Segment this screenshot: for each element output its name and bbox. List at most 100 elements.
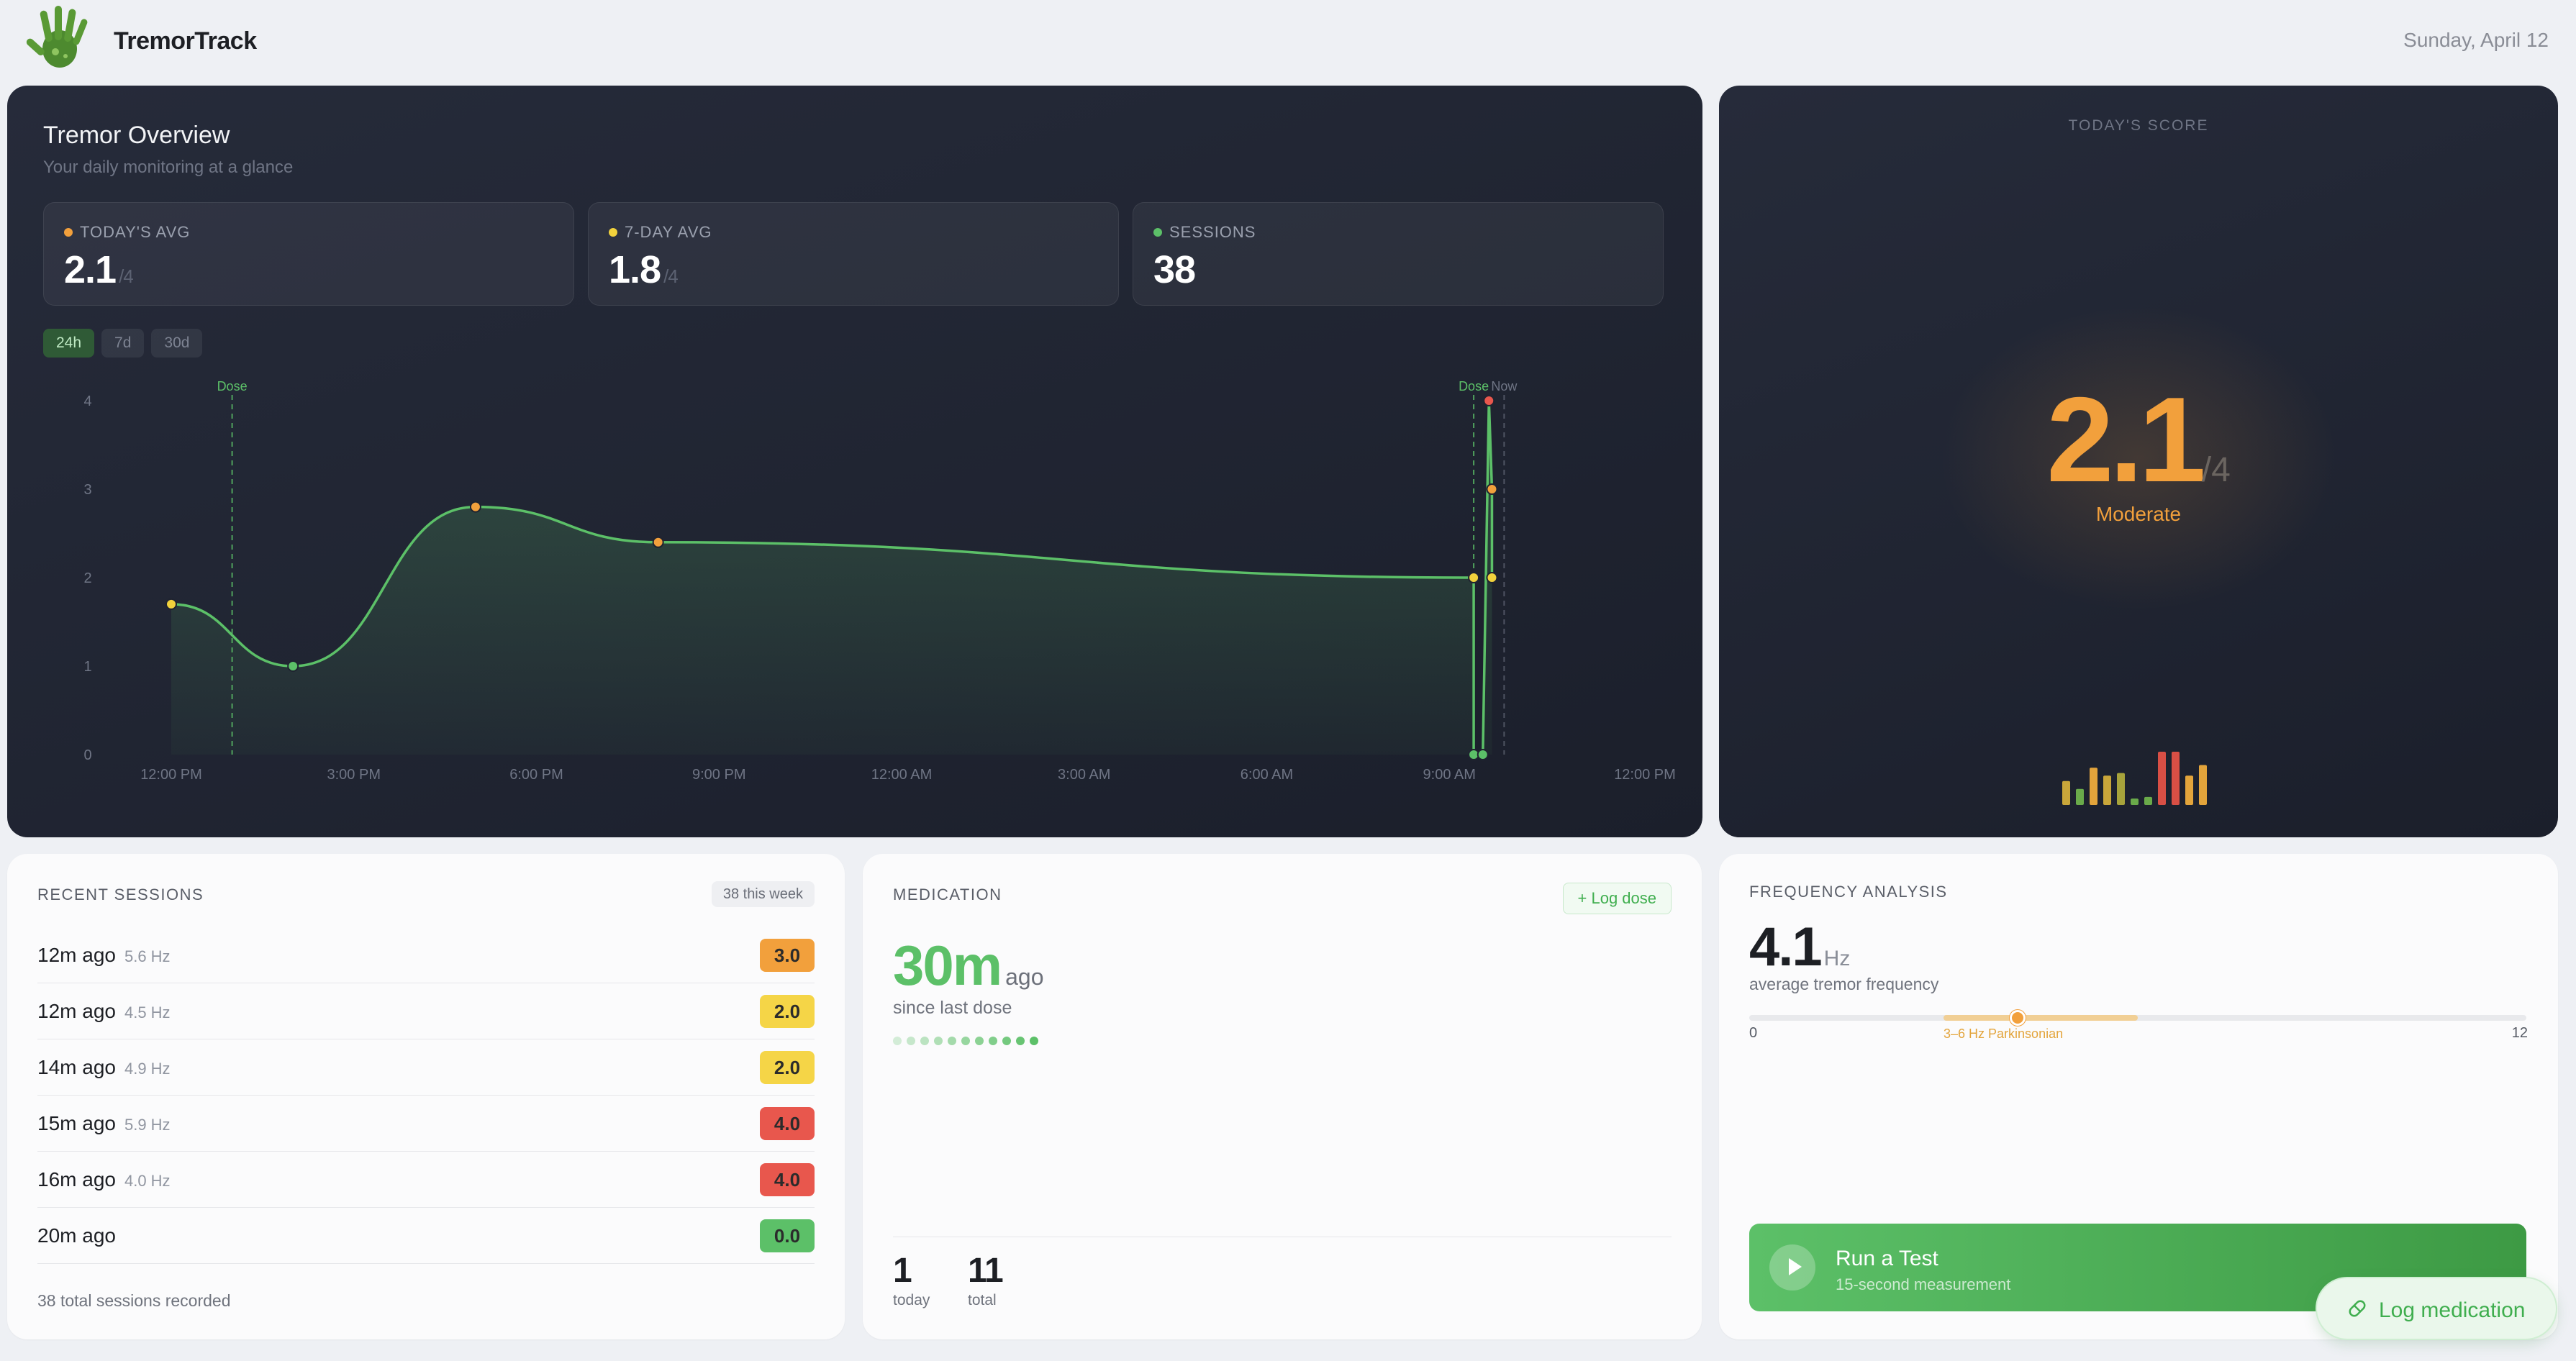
log-dose-button[interactable]: + Log dose xyxy=(1562,883,1672,914)
dose-dot xyxy=(961,1037,970,1045)
dose-dot xyxy=(975,1037,984,1045)
mini-bar xyxy=(2117,773,2125,805)
log-medication-button[interactable]: Log medication xyxy=(2316,1277,2557,1340)
pill-icon xyxy=(2349,1300,2366,1317)
current-date: Sunday, April 12 xyxy=(2403,29,2549,51)
dose-dot xyxy=(1030,1037,1038,1045)
mini-bar xyxy=(2131,798,2139,805)
frequency-value: 4.1 xyxy=(1749,916,1823,978)
frequency-analysis-panel: FREQUENCY ANALYSIS 4.1 Hz average tremor … xyxy=(1719,854,2558,1339)
todays-score-panel: TODAY'S SCORE 2.1/4 Moderate xyxy=(1719,86,2558,837)
mini-bar xyxy=(2076,788,2084,805)
doses-today-label: today xyxy=(893,1292,930,1308)
session-time: 12m ago xyxy=(37,943,116,966)
mini-bar xyxy=(2062,780,2070,805)
x-tick-label: 3:00 AM xyxy=(1058,767,1110,783)
session-frequency: 4.9 Hz xyxy=(124,1059,171,1078)
session-row[interactable]: 15m ago 5.9 Hz 4.0 xyxy=(37,1096,815,1152)
dose-dots xyxy=(893,1037,1038,1045)
doses-total: 11 total xyxy=(968,1251,1004,1309)
dose-marker-label: Dose xyxy=(217,379,248,393)
session-list: 12m ago 5.6 Hz 3.0 12m ago 4.5 Hz 2.0 14m ago 4… xyxy=(37,927,815,1264)
chart-data-point[interactable] xyxy=(1486,572,1498,583)
y-tick-label: 0 xyxy=(83,747,91,763)
stat-value: 1.8 xyxy=(609,248,661,291)
x-tick-label: 6:00 PM xyxy=(509,767,563,783)
week-count-badge: 38 this week xyxy=(711,881,815,907)
dose-dot xyxy=(1002,1037,1011,1045)
chart-data-point[interactable] xyxy=(287,660,299,672)
app-title: TremorTrack xyxy=(114,27,257,55)
sessions-footer: 38 total sessions recorded xyxy=(37,1291,231,1310)
doses-today-value: 1 xyxy=(893,1252,912,1290)
chart-data-point[interactable] xyxy=(469,501,481,513)
dose-dot xyxy=(893,1037,902,1045)
session-row[interactable]: 16m ago 4.0 Hz 4.0 xyxy=(37,1152,815,1208)
run-test-subtitle: 15-second measurement xyxy=(1836,1275,2011,1293)
session-row[interactable]: 12m ago 5.6 Hz 3.0 xyxy=(37,927,815,983)
session-score-badge: 0.0 xyxy=(760,1219,815,1252)
chart-data-point[interactable] xyxy=(1468,572,1480,583)
y-tick-label: 3 xyxy=(83,482,91,498)
session-frequency: 5.6 Hz xyxy=(124,947,171,965)
tremor-overview-panel: Tremor Overview Your daily monitoring at… xyxy=(7,86,1702,837)
frequency-scale xyxy=(1749,1010,2526,1026)
status-dot xyxy=(609,228,617,237)
top-bar: TremorTrack Sunday, April 12 xyxy=(0,0,2576,81)
chart-data-point[interactable] xyxy=(1486,483,1498,495)
chart-data-point[interactable] xyxy=(1477,749,1489,760)
y-tick-label: 1 xyxy=(83,659,91,675)
session-row[interactable]: 20m ago 0.0 xyxy=(37,1208,815,1264)
recent-sessions-panel: RECENT SESSIONS 38 this week 12m ago 5.6 … xyxy=(7,854,845,1339)
medication-title: MEDICATION xyxy=(893,886,1002,903)
status-dot xyxy=(64,228,73,237)
doses-today: 1 today xyxy=(893,1251,930,1309)
stat-card-7day-avg: 7-DAY AVG 1.8/4 xyxy=(588,202,1119,306)
session-time: 15m ago xyxy=(37,1111,116,1134)
chart-area-fill xyxy=(171,401,1492,755)
stat-label: 7-DAY AVG xyxy=(625,223,712,241)
doses-total-value: 11 xyxy=(968,1252,1004,1290)
session-score-badge: 4.0 xyxy=(760,1162,815,1196)
y-tick-label: 4 xyxy=(83,393,91,409)
recent-sessions-title: RECENT SESSIONS xyxy=(37,886,204,903)
dose-dot xyxy=(989,1037,997,1045)
session-score-badge: 4.0 xyxy=(760,1106,815,1140)
x-tick-label: 9:00 PM xyxy=(692,767,745,783)
dose-dot xyxy=(920,1037,929,1045)
session-row[interactable]: 14m ago 4.9 Hz 2.0 xyxy=(37,1039,815,1096)
chart-data-point[interactable] xyxy=(165,598,177,610)
medication-panel: MEDICATION + Log dose 30m ago since last … xyxy=(863,854,1702,1339)
mini-bar xyxy=(2185,775,2193,805)
scale-min: 0 xyxy=(1749,1025,1758,1041)
mini-bar xyxy=(2090,768,2097,805)
now-marker-label: Now xyxy=(1491,379,1518,393)
chart-data-point[interactable] xyxy=(652,536,664,548)
overview-title: Tremor Overview xyxy=(43,122,230,149)
tab-30d[interactable]: 30d xyxy=(151,329,203,358)
x-tick-label: 6:00 AM xyxy=(1241,767,1293,783)
session-frequency: 5.9 Hz xyxy=(124,1115,171,1134)
score-label: TODAY'S SCORE xyxy=(2068,117,2209,134)
dose-marker-label: Dose xyxy=(1459,379,1489,393)
status-dot xyxy=(1153,228,1162,237)
overview-subtitle: Your daily monitoring at a glance xyxy=(43,158,294,177)
mini-bar xyxy=(2158,752,2166,805)
frequency-subtitle: average tremor frequency xyxy=(1749,975,1939,993)
session-time: 12m ago xyxy=(37,999,116,1022)
score-glow xyxy=(1923,293,2354,624)
log-dose-label: + Log dose xyxy=(1577,889,1656,907)
tab-24h[interactable]: 24h xyxy=(43,329,95,358)
tab-7d[interactable]: 7d xyxy=(101,329,145,358)
chart-data-point[interactable] xyxy=(1483,395,1495,406)
session-row[interactable]: 12m ago 4.5 Hz 2.0 xyxy=(37,983,815,1039)
session-time: 16m ago xyxy=(37,1167,116,1191)
time-since-dose: 30m xyxy=(893,934,1002,997)
score-value: 2.1 xyxy=(2046,372,2206,507)
parkinsonian-band xyxy=(1944,1015,2138,1021)
frequency-title: FREQUENCY ANALYSIS xyxy=(1749,883,1948,901)
frequency-unit: Hz xyxy=(1823,947,1851,970)
session-score-badge: 2.0 xyxy=(760,994,815,1028)
dose-dot xyxy=(1016,1037,1025,1045)
session-score-badge: 3.0 xyxy=(760,938,815,972)
